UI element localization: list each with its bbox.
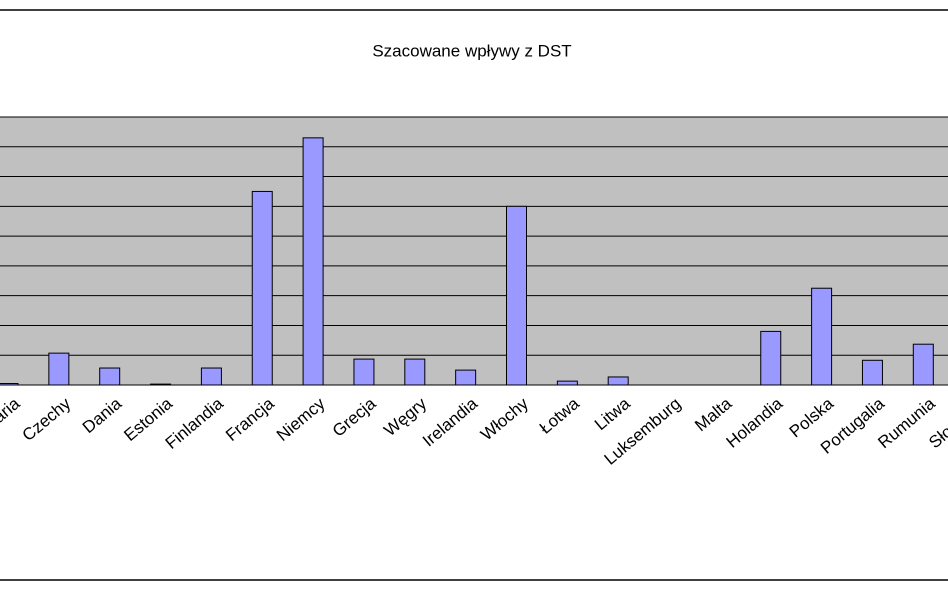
bar (251, 190, 273, 386)
bar (556, 380, 578, 386)
bar (760, 330, 782, 386)
bar (861, 359, 883, 386)
bar (302, 137, 324, 386)
bar (200, 367, 222, 386)
bar (99, 367, 121, 386)
bar (0, 383, 19, 386)
bar (404, 358, 426, 386)
chart-title: Szacowane wpływy z DST (372, 41, 571, 60)
bar (353, 358, 375, 386)
plot-area (0, 117, 948, 385)
bar (48, 352, 70, 386)
bar (455, 369, 477, 386)
bar (506, 205, 527, 386)
bar (150, 383, 172, 386)
bar (912, 343, 934, 386)
bar (811, 287, 833, 386)
bar (607, 376, 629, 386)
